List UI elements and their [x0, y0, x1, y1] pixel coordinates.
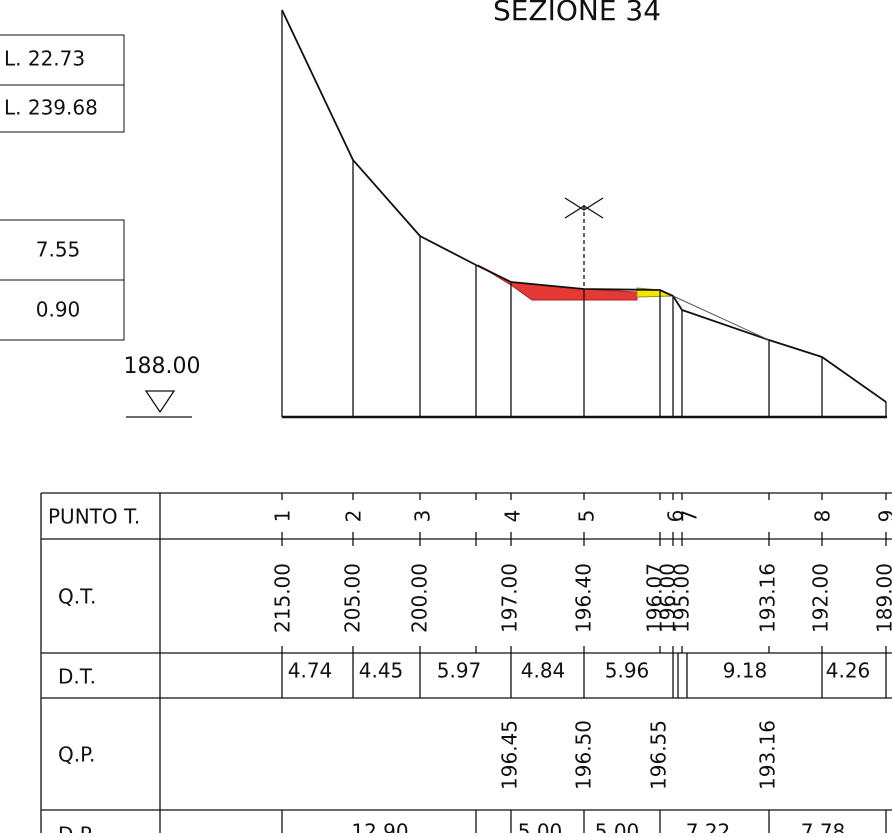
ground-distance: 4.74 — [288, 659, 333, 683]
ground-elevation: 195.00 — [670, 563, 694, 633]
info-value: 7.55 — [36, 238, 81, 262]
cut-area — [478, 265, 637, 300]
ground-elevation: 192.00 — [809, 563, 833, 633]
ground-elevation: 196.40 — [572, 563, 596, 633]
project-distance: 5.00 — [518, 820, 563, 834]
point-label: 5 — [575, 510, 599, 523]
point-label: 2 — [342, 510, 366, 523]
row-label: PUNTO T. — [48, 505, 140, 529]
row-label: D.P. — [58, 823, 95, 834]
ground-distance: 4.84 — [521, 659, 566, 683]
project-elevation: 196.50 — [572, 720, 596, 790]
ground-distance: 4.45 — [359, 659, 404, 683]
info-value: L. 22.73 — [4, 47, 85, 71]
info-value: L. 239.68 — [4, 96, 98, 120]
row-label: D.T. — [58, 665, 96, 689]
point-label: 4 — [501, 510, 525, 523]
project-elevation: 193.16 — [756, 720, 780, 790]
ground-distance: 5.97 — [437, 659, 482, 683]
row-label: Q.P. — [58, 743, 95, 767]
ground-elevation: 193.16 — [756, 563, 780, 633]
ground-elevation: 189.00 — [873, 563, 892, 633]
ground-elevation: 197.00 — [498, 563, 522, 633]
ground-elevation: 215.00 — [271, 563, 295, 633]
point-label: 9 — [875, 510, 892, 523]
project-elevation: 196.55 — [647, 720, 671, 790]
datum-symbol — [146, 391, 174, 412]
ground-distance: 9.18 — [723, 659, 768, 683]
point-label: 1 — [271, 510, 295, 523]
project-elevation: 196.45 — [498, 720, 522, 790]
ground-elevation: 205.00 — [341, 563, 365, 633]
project-distance: 12.90 — [351, 820, 408, 834]
project-distance: 7.22 — [686, 820, 731, 834]
info-value: 0.90 — [36, 298, 81, 322]
row-label: Q.T. — [58, 585, 96, 609]
ground-distance: 5.96 — [605, 659, 650, 683]
point-label: 7 — [678, 510, 702, 523]
project-distance: 5.00 — [595, 820, 640, 834]
project-distance: 7.78 — [801, 820, 846, 834]
ground-distance: 4.26 — [826, 659, 871, 683]
section-title: SEZIONE 34 — [493, 0, 661, 27]
datum-label: 188.00 — [124, 354, 201, 379]
point-label: 8 — [811, 510, 835, 523]
project-line — [673, 296, 769, 340]
ground-elevation: 200.00 — [408, 563, 432, 633]
point-label: 3 — [411, 510, 435, 523]
